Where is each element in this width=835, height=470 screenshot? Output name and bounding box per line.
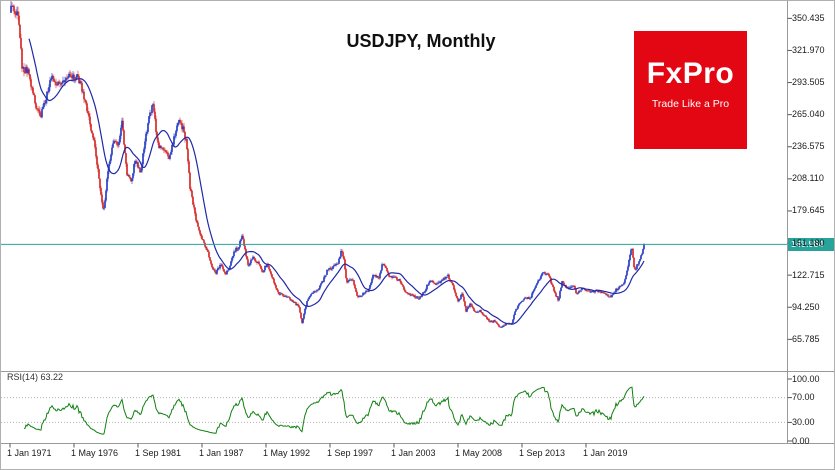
fxpro-logo-wordmark: FxPro	[646, 57, 735, 90]
fxpro-logo: FxPro Trade Like a Pro	[634, 31, 747, 149]
fxpro-logo-tagline: Trade Like a Pro	[651, 98, 730, 110]
ma-line	[28, 38, 645, 325]
chart-title: USDJPY, Monthly	[346, 31, 496, 51]
candle-wicks-up	[10, 1, 645, 328]
rsi-line	[24, 386, 645, 435]
candle-bodies-up	[10, 5, 645, 328]
candle-bodies-down	[11, 5, 639, 328]
rsi-indicator-label: RSI(14) 63.22	[7, 372, 64, 382]
current-price-tag: 149.984	[788, 237, 834, 251]
